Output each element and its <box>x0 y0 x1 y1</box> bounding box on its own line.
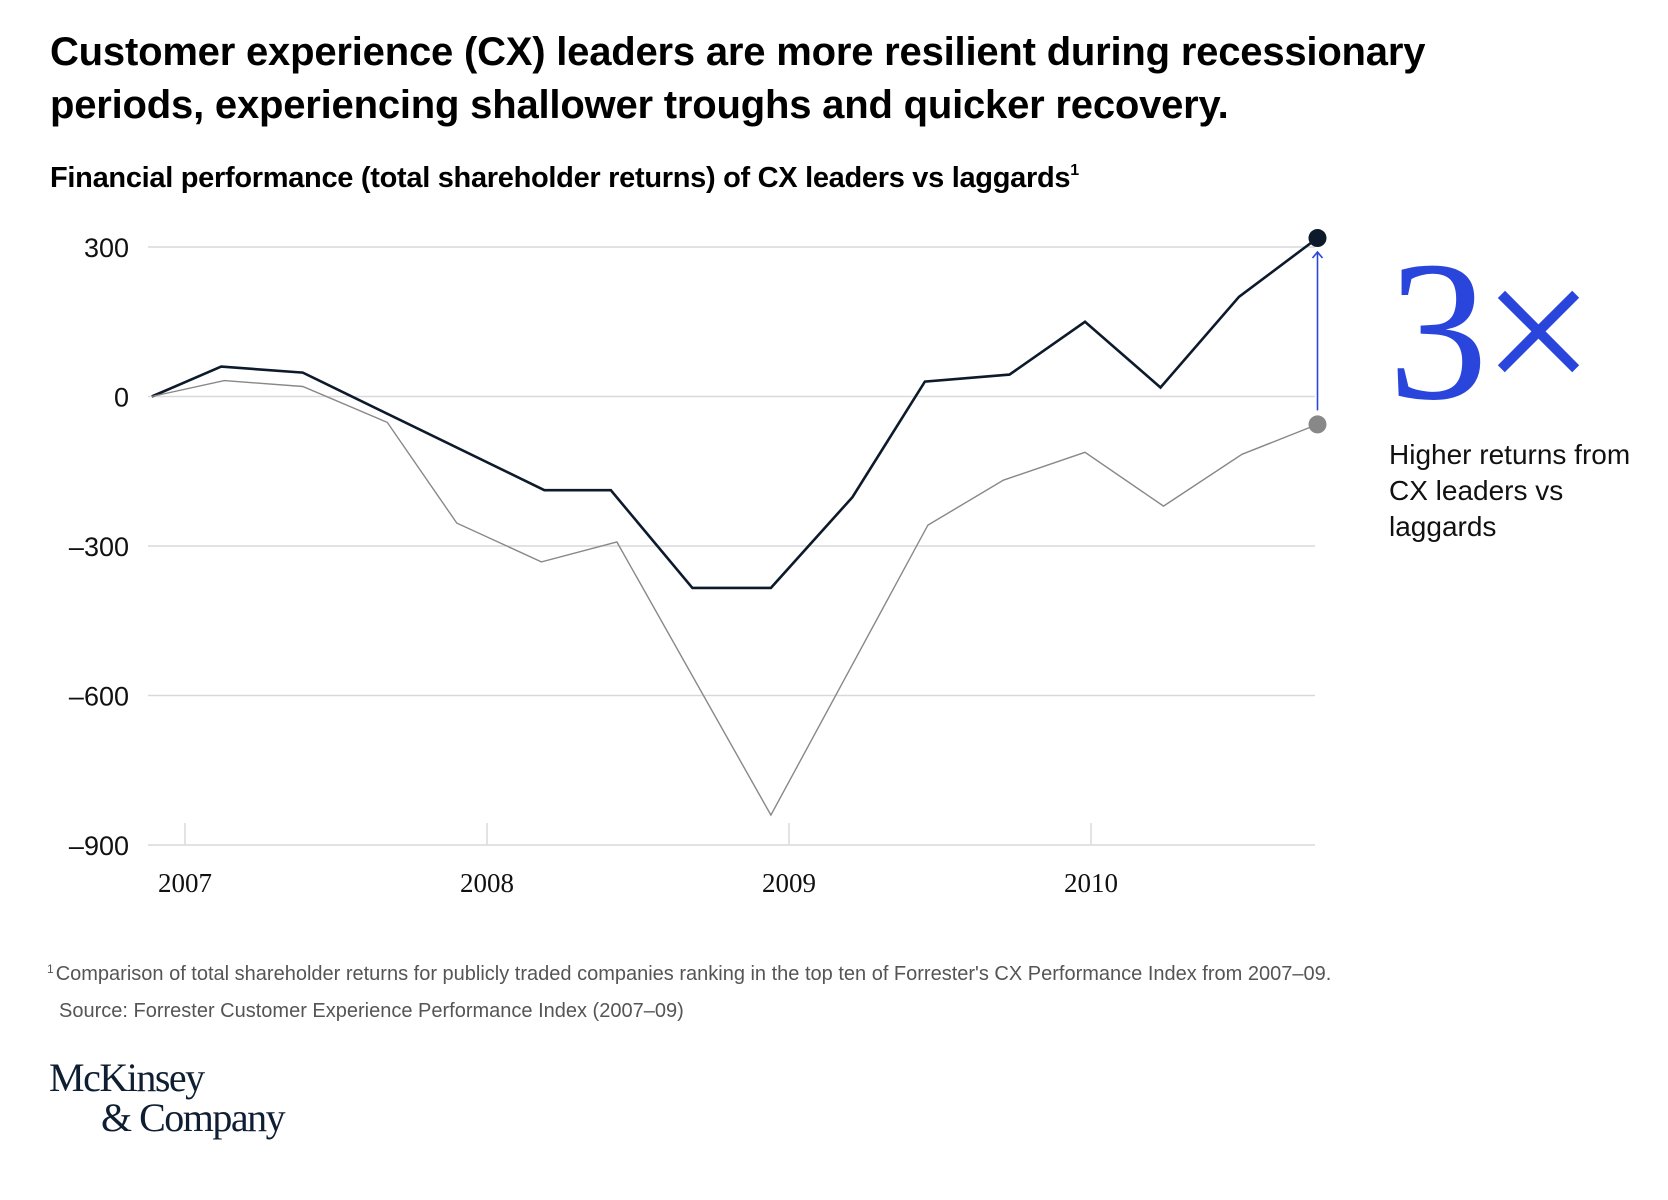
y-tick-label: –600 <box>69 682 129 712</box>
y-tick-label: –300 <box>69 532 129 562</box>
subtitle-text: Financial performance (total shareholder… <box>50 162 1071 194</box>
line-chart: 300 0 –300 –600 –900 2007 2008 2009 2010 <box>69 229 1327 898</box>
footnote: 1 Comparison of total shareholder returns… <box>47 962 1331 986</box>
x-tick-label: 2009 <box>762 868 816 898</box>
arrow-head-icon <box>1311 250 1324 259</box>
chart-title: Customer experience (CX) leaders are mor… <box>50 30 1426 127</box>
mckinsey-logo: McKinsey & Company <box>49 1055 286 1140</box>
footnote-marker: 1 <box>47 962 54 976</box>
gridlines <box>148 246 1315 846</box>
multiplier-label: 3× <box>1388 221 1595 442</box>
annotation <box>1311 250 1324 411</box>
callout-text: Higher returns from CX leaders vs laggar… <box>1389 439 1631 542</box>
y-tick-label: 300 <box>84 233 129 263</box>
x-tick-label: 2008 <box>460 868 514 898</box>
y-tick-label: –900 <box>69 831 129 861</box>
y-axis-labels: 300 0 –300 –600 –900 <box>69 233 129 861</box>
leaders-line <box>151 236 1319 590</box>
logo-line-2: & Company <box>101 1095 286 1140</box>
x-axis: 2007 2008 2009 2010 <box>158 823 1118 898</box>
y-tick-label: 0 <box>114 383 129 413</box>
chart-subtitle: Financial performance (total shareholder… <box>50 162 1079 195</box>
x-tick-label: 2007 <box>158 868 212 898</box>
subtitle-footnote-marker: 1 <box>1070 162 1079 179</box>
footnote-text: Comparison of total shareholder returns … <box>55 963 1332 985</box>
x-tick-label: 2010 <box>1064 868 1118 898</box>
series-lines <box>151 229 1327 817</box>
source-note: Source: Forrester Customer Experience Pe… <box>59 1000 684 1022</box>
leaders-end-dot <box>1308 229 1327 248</box>
laggards-end-dot <box>1308 415 1327 434</box>
laggards-line <box>151 379 1318 817</box>
logo-line-1: McKinsey <box>49 1055 205 1100</box>
